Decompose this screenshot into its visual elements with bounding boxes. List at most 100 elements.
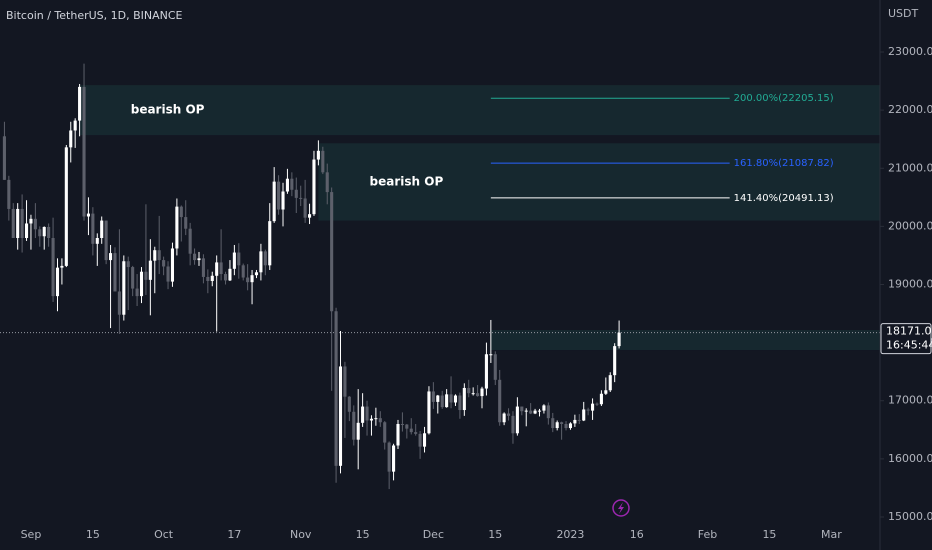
candle-body — [449, 394, 453, 403]
x-tick-label: Mar — [821, 528, 842, 541]
candle-body — [175, 206, 179, 249]
candle-body — [162, 260, 166, 267]
candle-body — [193, 253, 197, 261]
candle-body — [104, 220, 108, 261]
candle-body — [263, 251, 267, 266]
candle-body — [608, 375, 612, 391]
candle-body — [613, 346, 617, 376]
y-tick-label: 15000.00 — [888, 510, 932, 523]
candle-body — [529, 410, 533, 414]
candle-body — [573, 419, 577, 424]
candle-body — [515, 406, 519, 434]
candle-body — [599, 393, 603, 405]
candle-body — [100, 220, 104, 239]
candle-body — [409, 428, 413, 433]
candle-body — [148, 260, 152, 280]
candle-body — [290, 178, 294, 190]
candle-body — [542, 405, 546, 411]
event-icon[interactable] — [612, 499, 630, 517]
candle-body — [551, 418, 555, 429]
candle-body — [201, 258, 205, 277]
candle-body — [78, 86, 82, 121]
candle-body — [436, 395, 440, 402]
y-tick-label: 21000.00 — [888, 161, 932, 174]
candle-body — [506, 413, 511, 416]
candle-body — [20, 208, 24, 239]
candle-body — [131, 267, 135, 289]
x-tick-label: 15 — [86, 528, 100, 541]
fib-label: 141.40%(20491.13) — [734, 193, 834, 204]
candle-body — [24, 223, 29, 239]
candle-body — [396, 423, 400, 446]
candle-body — [591, 403, 595, 411]
candle-body — [374, 418, 378, 420]
candle-body — [560, 422, 564, 424]
candle-body — [82, 86, 86, 217]
candle-body — [334, 311, 338, 466]
y-tick-label: 19000.00 — [888, 277, 932, 290]
candle-body — [537, 410, 542, 412]
x-tick-label: 2023 — [556, 528, 584, 541]
candle-body — [166, 266, 170, 282]
candle-body — [285, 178, 289, 192]
candle-body — [170, 248, 175, 282]
candle-body — [453, 395, 458, 403]
candle-body — [617, 332, 621, 347]
candle-body — [392, 445, 396, 472]
candle-body — [42, 226, 46, 237]
candle-body — [471, 393, 475, 395]
candle-body — [64, 147, 68, 266]
candle-body — [60, 265, 64, 268]
candle-body — [427, 391, 431, 434]
candle-body — [184, 217, 188, 229]
candle-body — [511, 415, 515, 434]
candle-body — [422, 433, 427, 447]
candle-body — [458, 395, 462, 411]
x-tick-label: 15 — [488, 528, 502, 541]
x-tick-label: Sep — [21, 528, 42, 541]
candle-body — [321, 150, 325, 173]
candle-body — [219, 262, 223, 275]
candle-body — [55, 267, 60, 297]
candle-body — [586, 409, 590, 411]
candle-body — [139, 271, 144, 297]
candle-body — [418, 433, 422, 447]
candle-body — [11, 208, 15, 239]
candle-body — [215, 262, 219, 276]
candle-body — [604, 390, 608, 394]
candle-body — [361, 406, 365, 423]
candle-body — [330, 192, 334, 312]
fib-label: 161.80%(21087.82) — [734, 158, 834, 169]
last-price-box — [880, 323, 932, 355]
candle-body — [126, 261, 130, 268]
candle-body — [343, 366, 347, 397]
candle-body — [73, 120, 77, 131]
candle-body — [546, 405, 550, 419]
candle-body — [568, 423, 572, 429]
candle-body — [16, 208, 20, 239]
candle-body — [325, 172, 329, 193]
candle-body — [431, 391, 435, 402]
candle-body — [250, 275, 254, 283]
candle-body — [489, 354, 493, 356]
x-tick-label: 17 — [227, 528, 241, 541]
fib-label: 200.00%(22205.15) — [734, 93, 834, 104]
x-tick-label: 16 — [630, 528, 644, 541]
candle-body — [387, 442, 391, 472]
y-tick-label: 20000.00 — [888, 219, 932, 232]
candle-body — [533, 410, 537, 414]
x-tick-label: 15 — [762, 528, 776, 541]
candle-body — [135, 288, 139, 297]
plot-area: bearish OP bearish OP 200.00%(22205.15) 161… — [0, 63, 880, 490]
candle-body — [153, 250, 157, 261]
candle-body — [414, 432, 418, 434]
zone — [318, 143, 880, 221]
candle-body — [303, 198, 307, 218]
candle-body — [564, 423, 568, 429]
candle-body — [440, 395, 444, 408]
candle-body — [188, 228, 192, 254]
candle-body — [299, 197, 303, 199]
candle-body — [493, 354, 497, 380]
candle-body — [405, 424, 409, 429]
